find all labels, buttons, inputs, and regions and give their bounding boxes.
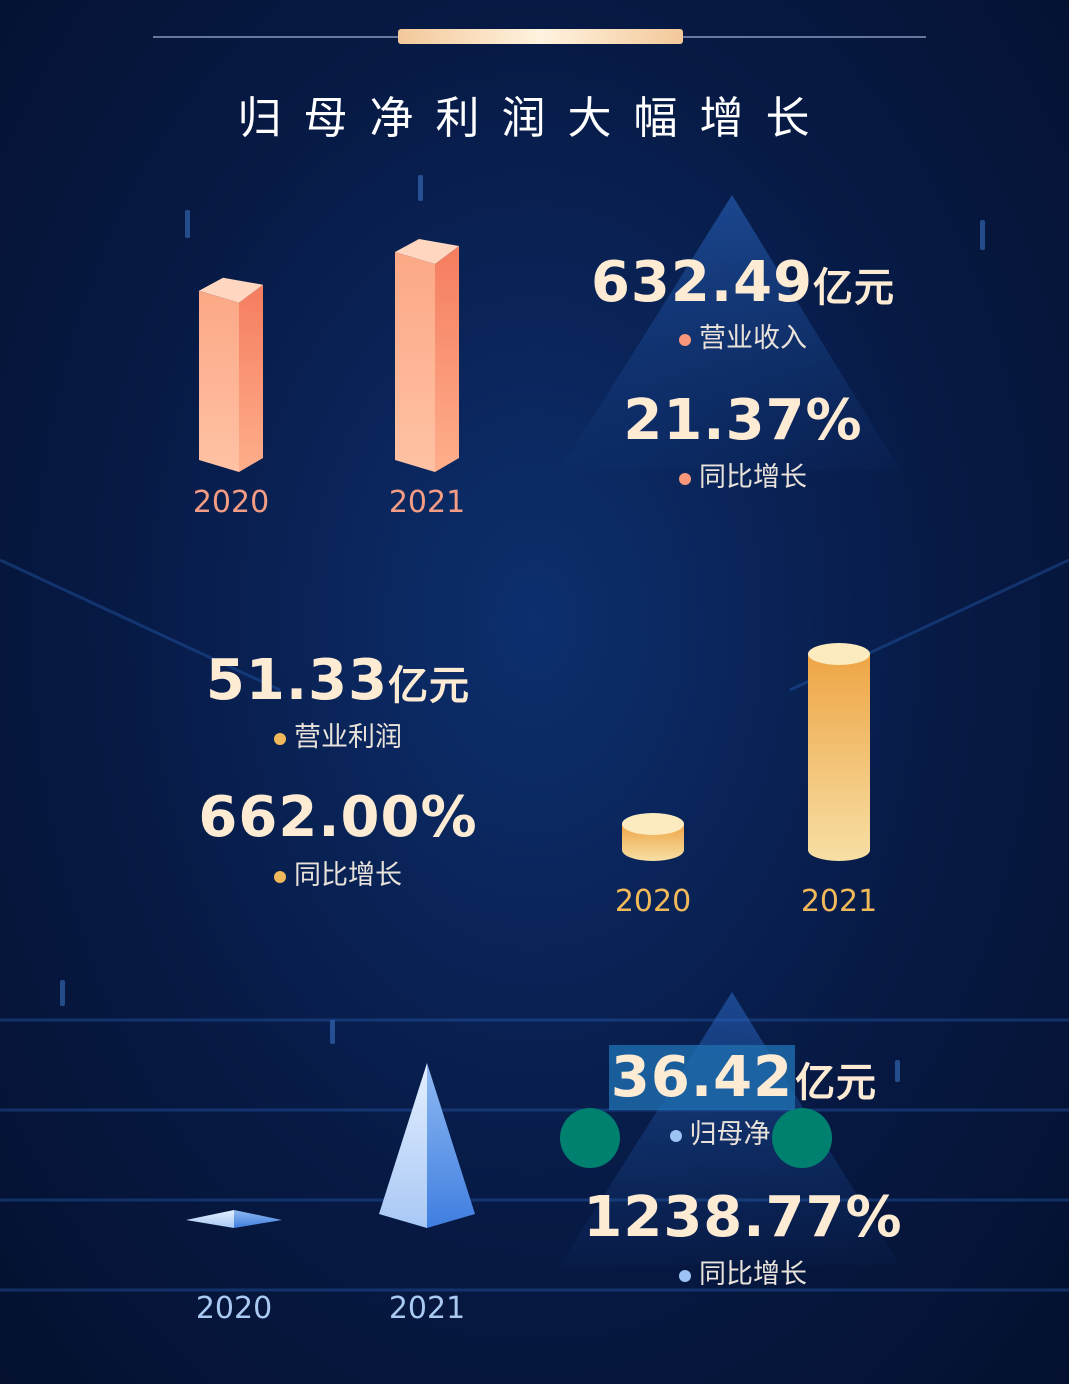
operating-profit-growth-number: 662.00%	[198, 785, 478, 850]
operating-profit-label: 营业利润	[128, 715, 548, 754]
revenue-value: 632.49亿元	[533, 250, 953, 315]
net-bar-2020-left	[186, 1210, 234, 1228]
net-profit-growth-dot	[679, 1269, 691, 1282]
net-profit-growth-number: 1238.77%	[583, 1185, 903, 1250]
operating-profit-growth-dot	[274, 870, 286, 883]
operating-profit-growth-label-text: 同比增长	[294, 860, 402, 891]
revenue-value-number: 632.49	[590, 250, 814, 315]
page-title: 归母净利润大幅增长	[237, 93, 832, 144]
decorative-blob-left	[560, 1108, 620, 1168]
revenue-bar-2021-front	[395, 252, 435, 472]
net-bar-2020-right	[234, 1210, 282, 1228]
net-profit-value: 36.42亿元	[533, 1045, 953, 1110]
revenue-label: 营业收入	[533, 316, 953, 355]
operating-bar-2020-top	[622, 813, 684, 835]
revenue-growth-dot	[679, 472, 691, 485]
revenue-label-text: 营业收入	[699, 323, 807, 354]
operating-tick-label-2021: 2021	[801, 884, 877, 919]
operating-profit-chart: 2020 2021	[615, 643, 877, 919]
revenue-value-unit: 亿元	[813, 265, 896, 311]
net-profit-dot	[669, 1129, 682, 1142]
revenue-bar-2021-side	[435, 246, 459, 472]
revenue-tick-label-2020: 2020	[193, 485, 269, 520]
decorative-blob-right	[772, 1108, 832, 1168]
operating-profit-value-number: 51.33	[205, 648, 389, 713]
net-profit-label-text: 归母净	[689, 1119, 771, 1150]
revenue-bar-2021-top	[395, 239, 459, 264]
net-bar-2021-right	[427, 1063, 475, 1228]
revenue-growth-value: 21.37%	[533, 388, 953, 453]
net-tick-label-2020: 2020	[196, 1291, 272, 1326]
revenue-tick-label-2021: 2021	[389, 485, 465, 520]
net-bar-2021-left	[379, 1063, 427, 1228]
revenue-growth-number: 21.37%	[623, 388, 863, 453]
operating-profit-label-text: 营业利润	[294, 722, 402, 753]
revenue-bar-2020-side	[239, 284, 263, 472]
revenue-bar-2020-top	[199, 277, 263, 303]
net-profit-growth-value: 1238.77%	[533, 1185, 953, 1250]
net-tick-label-2021: 2021	[389, 1291, 465, 1326]
net-profit-growth-label-text: 同比增长	[699, 1259, 807, 1290]
header-line-right	[683, 36, 926, 38]
revenue-dot	[679, 333, 691, 346]
operating-bar-2021-body	[808, 654, 870, 861]
operating-profit-growth-value: 662.00%	[128, 785, 548, 850]
net-profit-growth-label: 同比增长	[533, 1252, 953, 1291]
operating-profit-dot	[274, 732, 286, 745]
revenue-growth-label: 同比增长	[533, 455, 953, 494]
operating-profit-value: 51.33亿元	[128, 648, 548, 713]
operating-bar-2021-top	[808, 643, 870, 665]
net-profit-label: 归母净	[510, 1112, 930, 1151]
net-profit-value-number: 36.42	[608, 1045, 796, 1110]
header-accent-bar	[398, 29, 683, 44]
net-profit-value-unit: 亿元	[795, 1060, 878, 1106]
operating-profit-value-unit: 亿元	[388, 663, 471, 709]
revenue-growth-label-text: 同比增长	[699, 462, 807, 493]
revenue-bar-2020-front	[199, 290, 239, 472]
operating-tick-label-2020: 2020	[615, 884, 691, 919]
net-profit-chart: 2020 2021	[186, 1063, 475, 1326]
revenue-chart: 2020 2021	[193, 239, 465, 520]
header-line-left	[153, 36, 398, 38]
operating-profit-growth-label: 同比增长	[128, 853, 548, 892]
